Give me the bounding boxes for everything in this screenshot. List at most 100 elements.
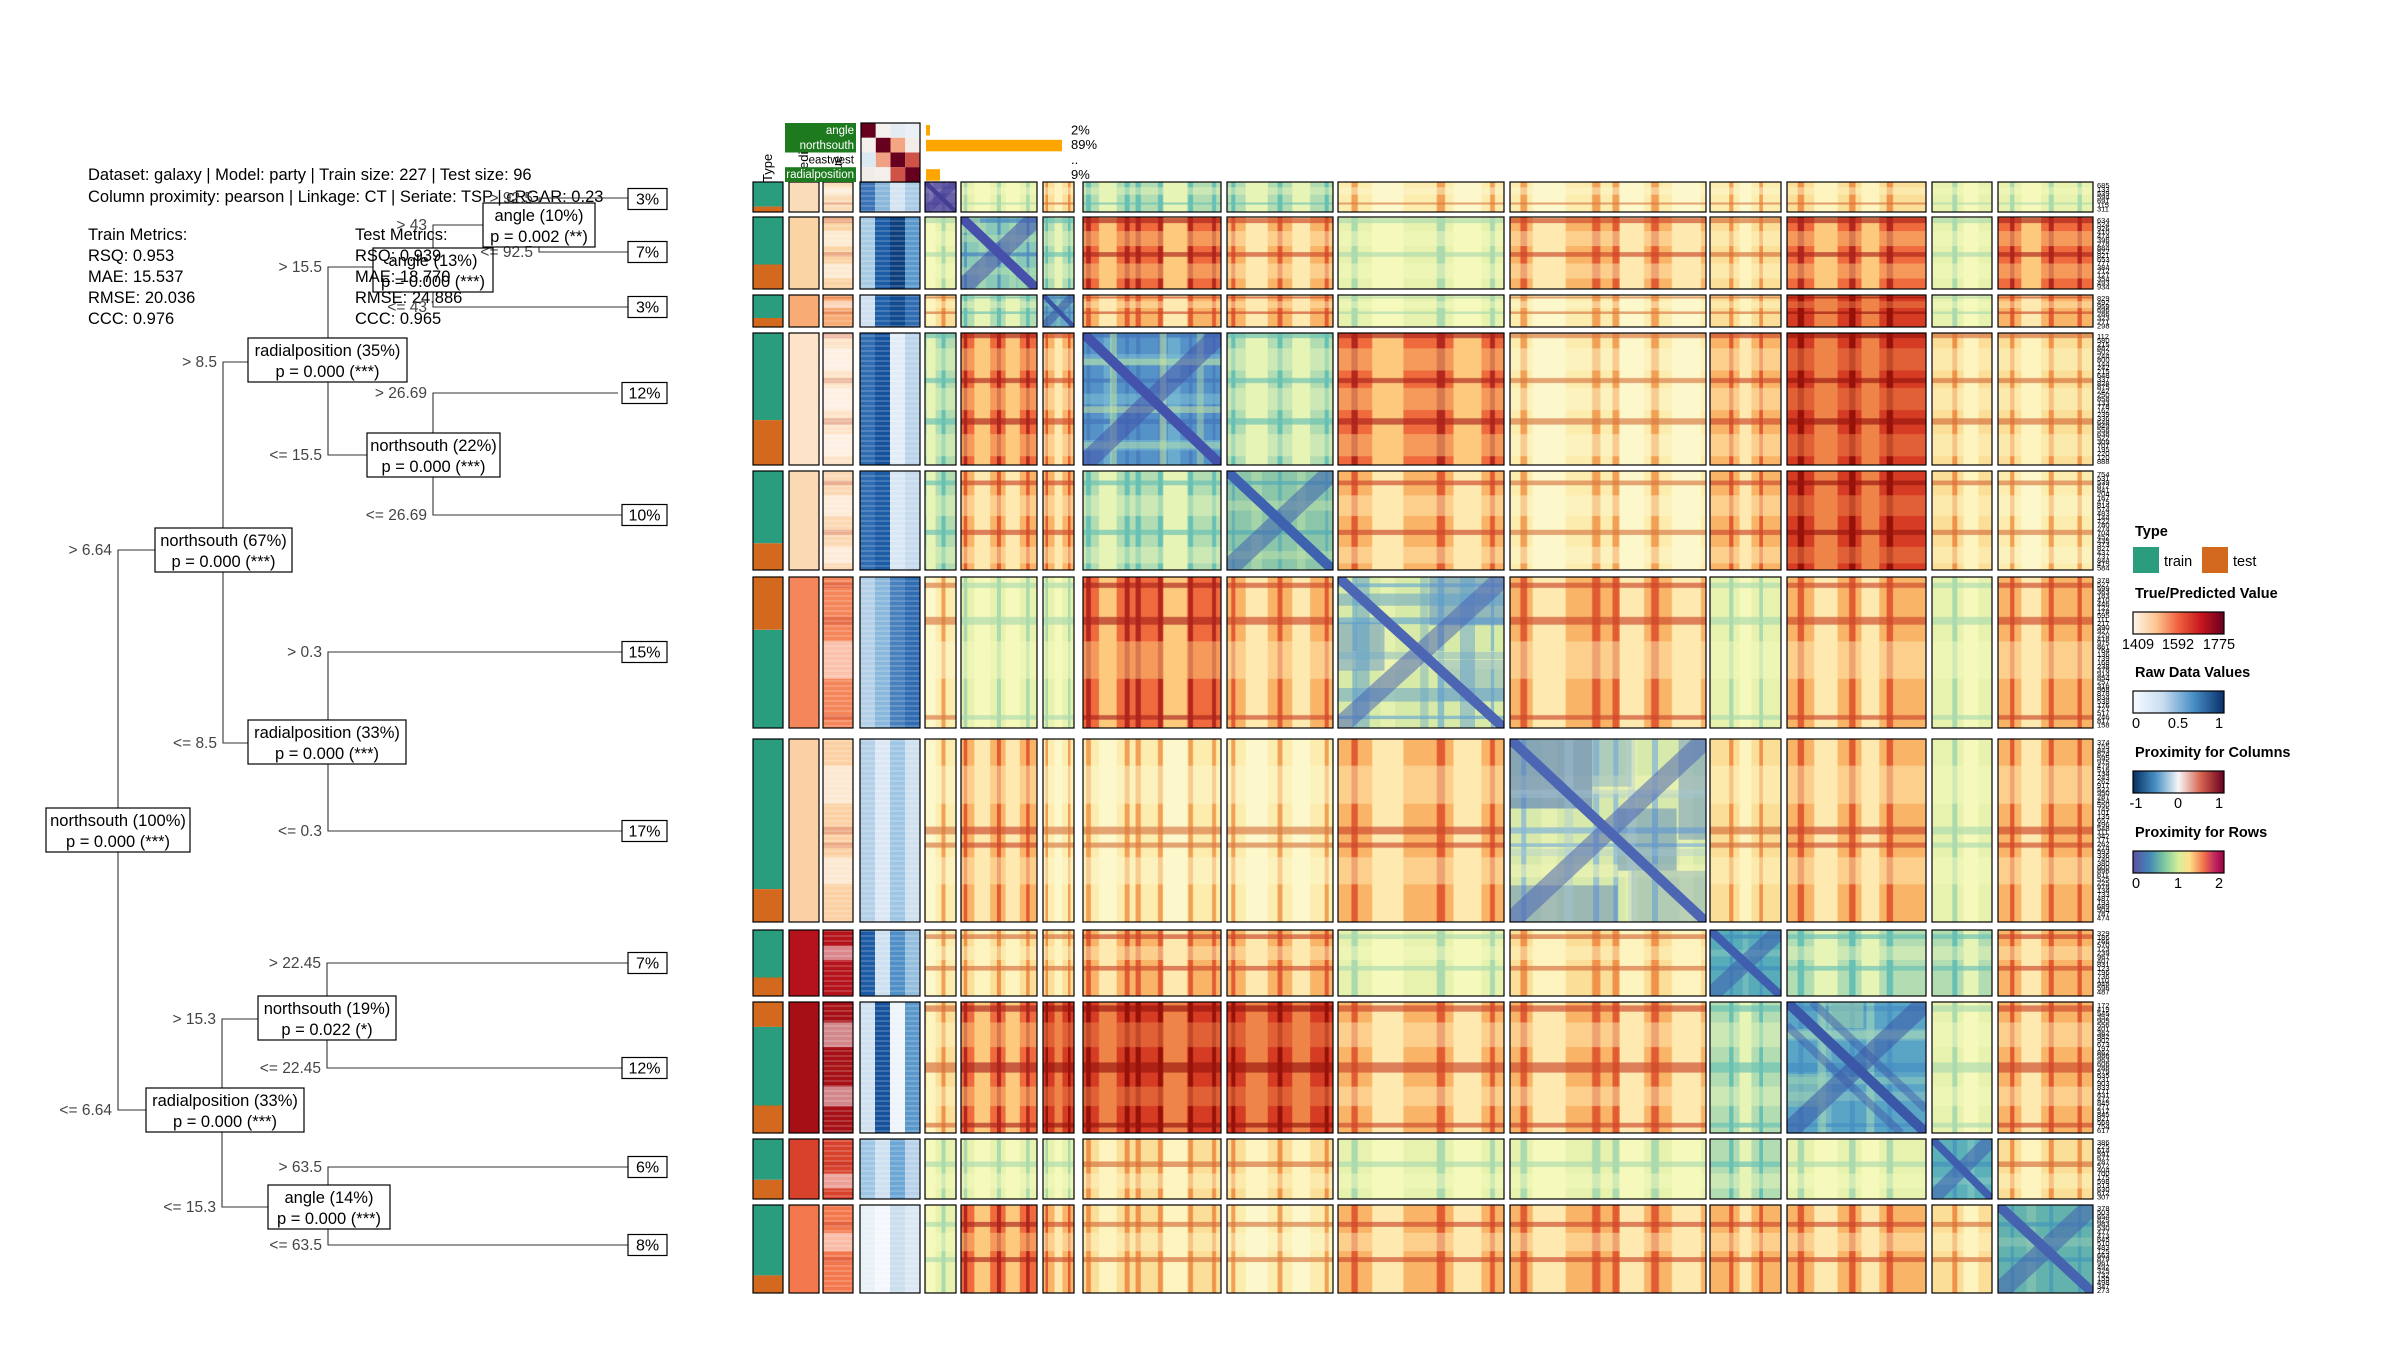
svg-text:634: 634 bbox=[2097, 216, 2110, 225]
svg-text:550: 550 bbox=[2097, 800, 2110, 809]
svg-text:648: 648 bbox=[2097, 371, 2110, 380]
svg-text:342: 342 bbox=[2097, 832, 2110, 841]
svg-text:352: 352 bbox=[2097, 1013, 2110, 1022]
svg-text:p = 0.000 (***): p = 0.000 (***) bbox=[66, 833, 170, 851]
svg-text:215: 215 bbox=[2097, 367, 2110, 376]
svg-text:3%: 3% bbox=[636, 192, 659, 209]
svg-text:<= 15.3: <= 15.3 bbox=[163, 1199, 216, 1216]
svg-text:437: 437 bbox=[2097, 548, 2110, 557]
svg-text:> 15.5: > 15.5 bbox=[278, 259, 322, 276]
svg-text:144: 144 bbox=[2097, 359, 2110, 368]
svg-text:122: 122 bbox=[2097, 603, 2110, 612]
svg-text:483: 483 bbox=[2097, 509, 2110, 518]
svg-text:167: 167 bbox=[2097, 493, 2110, 502]
svg-text:> 43: > 43 bbox=[396, 217, 427, 234]
svg-text:Raw Data Values: Raw Data Values bbox=[2135, 665, 2250, 681]
svg-text:10%: 10% bbox=[628, 508, 660, 525]
svg-text:707: 707 bbox=[2097, 441, 2110, 450]
svg-text:MAE: 15.537: MAE: 15.537 bbox=[88, 268, 183, 286]
svg-text:p = 0.000 (***): p = 0.000 (***) bbox=[171, 553, 275, 571]
svg-text:844: 844 bbox=[2097, 556, 2110, 565]
svg-text:849: 849 bbox=[2097, 422, 2110, 431]
svg-text:510: 510 bbox=[2097, 1239, 2110, 1248]
svg-text:796: 796 bbox=[2097, 968, 2110, 977]
svg-text:242: 242 bbox=[2097, 363, 2110, 372]
svg-text:0: 0 bbox=[2132, 876, 2140, 892]
svg-text:155: 155 bbox=[2097, 1274, 2110, 1283]
svg-text:172: 172 bbox=[2097, 1001, 2110, 1010]
svg-text:407: 407 bbox=[2097, 956, 2110, 965]
svg-text:238: 238 bbox=[2097, 662, 2110, 671]
svg-text:> 22.45: > 22.45 bbox=[269, 955, 321, 972]
svg-text:6%: 6% bbox=[636, 1160, 659, 1177]
svg-text:593: 593 bbox=[2097, 847, 2110, 856]
svg-text:271: 271 bbox=[2097, 317, 2110, 326]
svg-text:243: 243 bbox=[2097, 773, 2110, 782]
svg-text:727: 727 bbox=[2097, 705, 2110, 714]
svg-text:northsouth (22%): northsouth (22%) bbox=[370, 437, 497, 455]
svg-text:474: 474 bbox=[2097, 914, 2110, 923]
svg-text:134: 134 bbox=[2097, 886, 2110, 895]
svg-text:828: 828 bbox=[2097, 379, 2110, 388]
svg-text:Type: Type bbox=[2135, 524, 2168, 540]
svg-text:606: 606 bbox=[2097, 1060, 2110, 1069]
svg-text:905: 905 bbox=[2097, 1017, 2110, 1026]
svg-text:982: 982 bbox=[2097, 1032, 2110, 1041]
svg-text:517: 517 bbox=[2097, 1106, 2110, 1115]
svg-text:<= 26.69: <= 26.69 bbox=[366, 507, 427, 524]
svg-text:angle (10%): angle (10%) bbox=[495, 207, 584, 225]
svg-text:radialposition (35%): radialposition (35%) bbox=[255, 342, 401, 360]
svg-text:radialposition: radialposition bbox=[786, 169, 854, 181]
svg-text:843: 843 bbox=[2097, 746, 2110, 755]
svg-text:120: 120 bbox=[2097, 453, 2110, 462]
svg-text:162: 162 bbox=[2097, 406, 2110, 415]
svg-text:RSQ: 0.953: RSQ: 0.953 bbox=[88, 247, 174, 265]
svg-text:CCC: 0.965: CCC: 0.965 bbox=[355, 310, 441, 328]
svg-text:133: 133 bbox=[2097, 398, 2110, 407]
svg-text:902: 902 bbox=[2097, 1036, 2110, 1045]
svg-text:766: 766 bbox=[2097, 937, 2110, 946]
svg-text:611: 611 bbox=[2097, 871, 2109, 880]
svg-text:378: 378 bbox=[2097, 666, 2110, 675]
svg-text:454: 454 bbox=[2097, 797, 2110, 806]
svg-text:558: 558 bbox=[2097, 426, 2110, 435]
svg-text:1409: 1409 bbox=[2122, 637, 2154, 653]
svg-text:612: 612 bbox=[2097, 1189, 2110, 1198]
svg-text:502: 502 bbox=[2097, 348, 2110, 357]
svg-text:645: 645 bbox=[2097, 1235, 2110, 1244]
svg-text:978: 978 bbox=[2097, 882, 2110, 891]
svg-text:689: 689 bbox=[2097, 902, 2110, 911]
svg-text:336: 336 bbox=[2097, 851, 2110, 860]
svg-text:337: 337 bbox=[2097, 375, 2110, 384]
svg-text:524: 524 bbox=[2097, 220, 2110, 229]
svg-text:983: 983 bbox=[2097, 1220, 2110, 1229]
svg-text:test: test bbox=[2233, 554, 2256, 570]
svg-text:691: 691 bbox=[2097, 197, 2110, 206]
svg-text:Proximity for Rows: Proximity for Rows bbox=[2135, 825, 2267, 841]
svg-text:483: 483 bbox=[2097, 1243, 2110, 1252]
svg-text:220: 220 bbox=[2097, 631, 2110, 640]
svg-text:513: 513 bbox=[2097, 1181, 2110, 1190]
svg-text:> 6.64: > 6.64 bbox=[68, 542, 112, 559]
svg-text:195: 195 bbox=[2097, 445, 2110, 454]
svg-text:p = 0.000 (***): p = 0.000 (***) bbox=[381, 273, 485, 291]
svg-text:570: 570 bbox=[2097, 941, 2110, 950]
svg-text:614: 614 bbox=[2097, 1146, 2110, 1155]
svg-text:474: 474 bbox=[2097, 232, 2110, 241]
svg-text:7%: 7% bbox=[636, 245, 659, 262]
svg-text:522: 522 bbox=[2097, 433, 2110, 442]
svg-text:390: 390 bbox=[2097, 623, 2110, 632]
svg-text:225: 225 bbox=[2097, 1142, 2110, 1151]
svg-text:246: 246 bbox=[2097, 713, 2110, 722]
svg-text:572: 572 bbox=[2097, 1161, 2110, 1170]
svg-text:415: 415 bbox=[2097, 560, 2110, 569]
svg-text:539: 539 bbox=[2097, 478, 2110, 487]
svg-text:271: 271 bbox=[2097, 1102, 2110, 1111]
svg-text:> 8.5: > 8.5 bbox=[182, 354, 217, 371]
svg-text:250: 250 bbox=[2097, 391, 2110, 400]
svg-text:radialposition (33%): radialposition (33%) bbox=[152, 1092, 298, 1110]
svg-text:496: 496 bbox=[2097, 820, 2110, 829]
svg-text:angle (13%): angle (13%) bbox=[389, 252, 478, 270]
svg-text:p = 0.000 (***): p = 0.000 (***) bbox=[277, 1210, 381, 1228]
svg-text:522: 522 bbox=[2097, 785, 2110, 794]
